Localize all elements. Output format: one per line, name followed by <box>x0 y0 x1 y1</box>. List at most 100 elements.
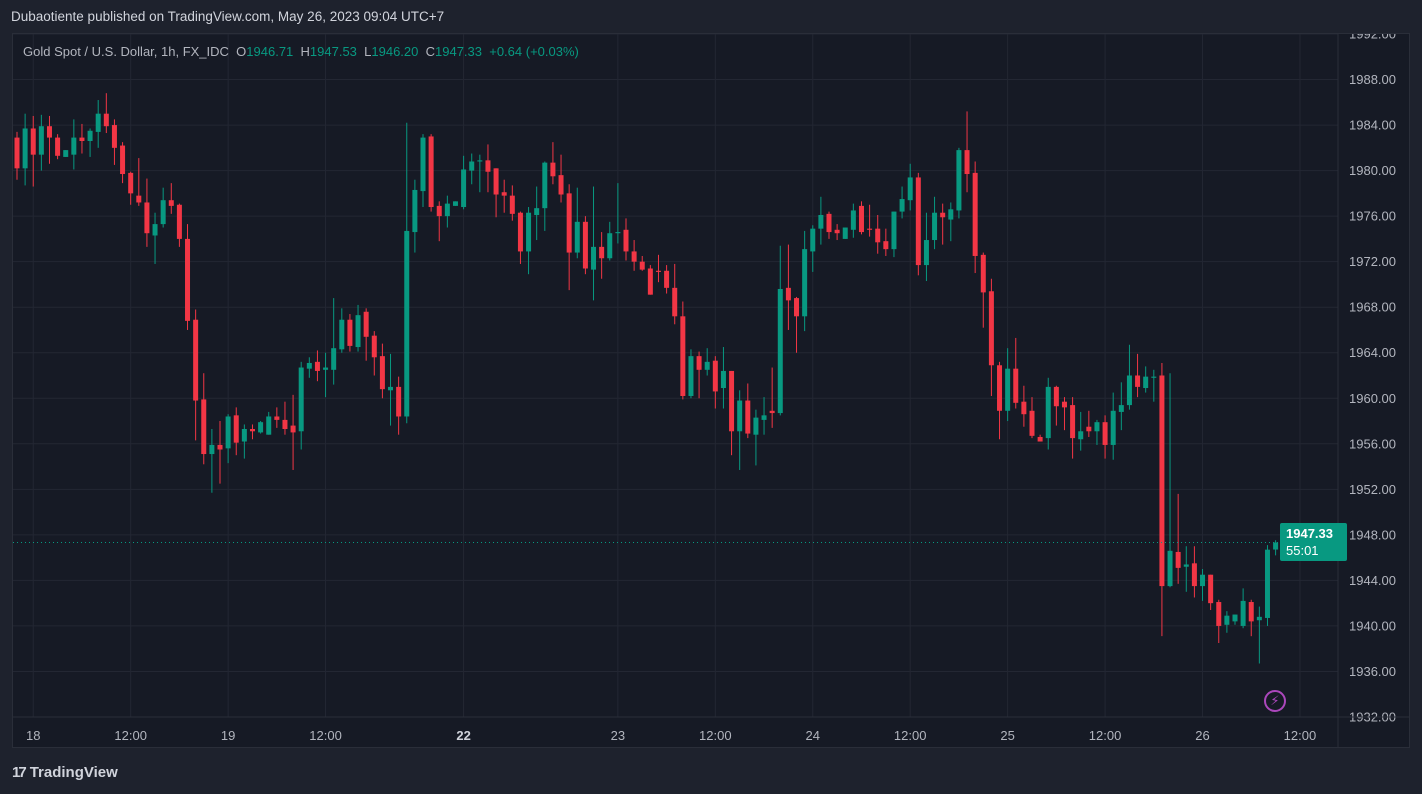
candle-down <box>347 314 353 352</box>
candle-body <box>1159 375 1165 587</box>
candle-down <box>1037 434 1043 442</box>
chart-panel[interactable]: 1932.00 1936.00 1940.00 1944.00 1948.00 1952.… <box>12 33 1410 748</box>
candle-down <box>176 203 182 247</box>
last-price-value: 1947.33 <box>1286 526 1333 542</box>
candle-body <box>185 238 191 321</box>
candle-down <box>517 211 523 264</box>
candle-body <box>209 444 215 455</box>
candle-down <box>436 201 442 242</box>
candle-body <box>615 232 621 234</box>
candle-body <box>720 370 726 389</box>
candle-body <box>436 205 442 217</box>
candle-body <box>591 246 597 270</box>
candle-down <box>1070 397 1076 459</box>
candle-up <box>1273 540 1279 556</box>
candle-up <box>1078 411 1084 451</box>
time-tick-label: 12:00 <box>699 728 732 743</box>
candle-up <box>444 195 450 228</box>
candle-body <box>160 200 166 225</box>
time-tick-label: 24 <box>806 728 820 743</box>
candle-up <box>331 298 337 385</box>
candle-body <box>1224 615 1230 625</box>
candle-body <box>469 161 475 171</box>
candle-down <box>997 361 1003 440</box>
candle-body <box>883 241 889 250</box>
candle-body <box>810 228 816 252</box>
candle-body <box>404 230 410 417</box>
candle-body <box>834 229 840 234</box>
candle-body <box>891 211 897 250</box>
candle-body <box>1240 600 1246 626</box>
candle-body <box>1078 431 1084 440</box>
candle-up <box>907 163 913 211</box>
candle-body <box>1232 614 1238 622</box>
candle-up <box>923 212 929 282</box>
candle-up <box>704 348 710 376</box>
candle-down <box>46 115 52 164</box>
candle-body <box>526 212 532 252</box>
candle-body <box>1102 422 1108 445</box>
candle-body <box>241 429 247 442</box>
price-tick-label: 1972.00 <box>1349 254 1396 269</box>
candle-body <box>907 177 913 201</box>
candle-body <box>1037 436 1043 442</box>
candle-body <box>1126 375 1132 406</box>
lightning-icon[interactable]: ⚡︎ <box>1264 690 1286 712</box>
candle-body <box>875 228 881 243</box>
candle-body <box>428 136 434 208</box>
candle-body <box>71 137 77 155</box>
candle-body <box>152 224 158 236</box>
candle-body <box>850 210 856 230</box>
time-tick-label: 12:00 <box>309 728 342 743</box>
candle-down <box>655 254 661 283</box>
candle-body <box>136 195 142 203</box>
candle-body <box>753 417 759 435</box>
candle-down <box>566 184 572 291</box>
candle-down <box>980 252 986 328</box>
candle-body <box>1167 550 1173 587</box>
candle-up <box>1200 569 1206 601</box>
candle-body <box>1175 551 1181 568</box>
publication-caption: Dubaotiente published on TradingView.com… <box>11 9 445 24</box>
candle-body <box>1053 386 1059 407</box>
open-label: O <box>236 44 247 59</box>
candle-body <box>103 113 109 127</box>
candle-up <box>720 347 726 409</box>
candle-up <box>1151 369 1157 402</box>
candle-up <box>420 134 426 208</box>
candle-down <box>834 224 840 241</box>
candle-up <box>160 187 166 228</box>
candle-down <box>558 154 564 203</box>
candle-down <box>501 179 507 213</box>
candle-down <box>282 401 288 435</box>
candle-up <box>591 186 597 301</box>
candle-down <box>1053 385 1059 426</box>
candle-up <box>461 155 467 210</box>
candle-down <box>55 134 61 160</box>
candle-body <box>1143 376 1149 389</box>
candle-up <box>152 212 158 264</box>
tradingview-logo[interactable]: 17 TradingView <box>12 764 118 781</box>
time-tick-label: 12:00 <box>114 728 147 743</box>
candle-body <box>932 212 938 241</box>
candle-body <box>980 254 986 293</box>
candle-down <box>103 93 109 134</box>
candle-body <box>63 150 69 157</box>
candle-up <box>1264 545 1270 626</box>
time-tick-label: 23 <box>611 728 625 743</box>
candle-body <box>14 137 20 169</box>
candle-down <box>769 367 775 428</box>
candle-up <box>607 221 613 261</box>
candle-body <box>729 370 735 432</box>
candle-body <box>915 177 921 266</box>
brand-name: TradingView <box>29 764 118 781</box>
candlestick-chart[interactable]: 1932.001936.001940.001944.001948.001952.… <box>13 34 1410 748</box>
candle-down <box>712 356 718 409</box>
candle-body <box>233 415 239 443</box>
candle-body <box>306 362 312 369</box>
candle-body <box>274 416 280 420</box>
candle-down <box>729 370 735 456</box>
candle-body <box>120 145 126 175</box>
candle-body <box>298 367 304 432</box>
candle-up <box>1256 606 1262 664</box>
